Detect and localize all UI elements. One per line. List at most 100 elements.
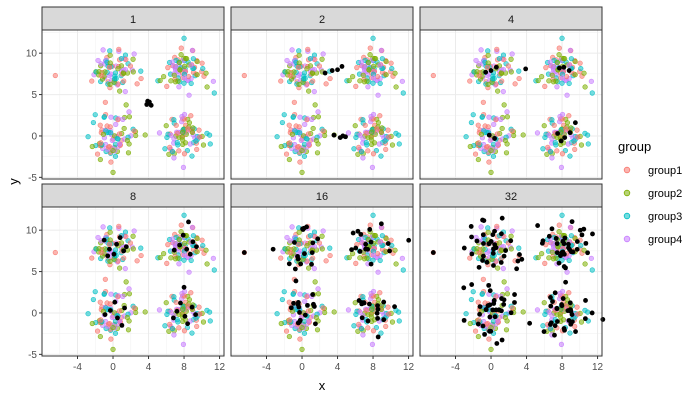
highlight-point (367, 227, 373, 232)
data-point-group2 (368, 306, 375, 312)
data-point-group1 (104, 300, 110, 306)
data-point-group1 (127, 63, 133, 69)
data-point-group2 (544, 151, 550, 157)
data-point-group3 (540, 323, 546, 329)
data-point-group2 (475, 156, 481, 163)
data-point-group3 (479, 114, 485, 120)
data-point-group3 (174, 140, 180, 146)
data-point-group3 (162, 323, 168, 329)
data-point-group2 (203, 70, 209, 76)
data-point-group2 (194, 58, 200, 65)
data-point-group3 (552, 140, 558, 146)
highlight-point (335, 67, 340, 73)
data-point-group1 (323, 81, 329, 87)
facet-panel: 16 -4 0 4 8 12 (230, 183, 415, 373)
facet-label: 8 (130, 191, 136, 203)
highlight-point (105, 253, 111, 259)
highlight-point (385, 241, 391, 246)
data-point-group2 (578, 142, 585, 148)
data-point-group1 (176, 325, 182, 331)
highlight-point (546, 233, 552, 239)
data-point-group2 (572, 58, 578, 65)
data-point-group2 (549, 72, 555, 78)
data-point-group1 (106, 64, 113, 71)
highlight-point (305, 302, 310, 308)
highlight-point (483, 69, 489, 75)
highlight-point (553, 236, 559, 241)
highlight-point (480, 232, 486, 238)
x-tick-label: 4 (335, 362, 341, 373)
data-point-group2 (508, 69, 514, 75)
data-point-group3 (542, 311, 548, 318)
data-point-group1 (165, 65, 171, 71)
data-point-group2 (203, 247, 209, 253)
data-point-group1 (297, 336, 303, 342)
data-point-group4 (494, 318, 501, 324)
highlight-point (375, 306, 381, 312)
data-point-group4 (305, 318, 312, 324)
data-point-group2 (96, 69, 102, 75)
data-point-group3 (496, 55, 503, 62)
data-point-group4 (564, 269, 570, 275)
data-point-group2 (130, 69, 136, 75)
data-point-group3 (279, 119, 285, 126)
highlight-point (568, 321, 574, 327)
data-point-group2 (485, 60, 491, 66)
highlight-point (295, 253, 300, 259)
data-point-group3 (311, 52, 318, 58)
data-point-group4 (399, 255, 405, 261)
data-point-group3 (378, 330, 384, 336)
data-point-group1 (115, 117, 121, 123)
data-point-group3 (400, 90, 406, 96)
data-point-group4 (180, 164, 187, 170)
facet-label: 2 (319, 14, 325, 26)
data-point-group2 (289, 131, 296, 137)
x-tick-label: 12 (214, 362, 226, 373)
data-point-group3 (567, 330, 573, 336)
data-point-group4 (368, 113, 374, 120)
highlight-point (498, 260, 504, 265)
data-point-group1 (164, 260, 170, 266)
y-axis-title: y (6, 178, 21, 185)
data-point-group2 (383, 72, 389, 78)
highlight-point (182, 313, 188, 319)
data-point-group1 (377, 113, 383, 119)
data-point-group1 (363, 307, 369, 313)
data-point-group2 (503, 327, 510, 333)
data-point-group2 (291, 246, 297, 252)
data-point-group4 (478, 224, 484, 230)
highlight-point (469, 234, 474, 240)
highlight-point (566, 241, 571, 247)
data-point-group1 (287, 249, 293, 256)
data-point-group2 (296, 60, 302, 66)
highlight-point (378, 221, 384, 227)
data-point-group3 (85, 311, 91, 317)
data-point-group4 (478, 47, 484, 53)
highlight-point (491, 298, 497, 303)
data-point-group2 (373, 233, 379, 239)
highlight-point (569, 219, 575, 225)
data-point-group2 (313, 314, 319, 321)
legend-key-group3 (623, 212, 631, 220)
data-point-group2 (485, 229, 491, 235)
data-point-group1 (106, 241, 113, 248)
data-point-group2 (313, 137, 319, 144)
data-point-group3 (490, 76, 496, 82)
data-point-group4 (287, 238, 293, 244)
data-point-group3 (281, 112, 287, 118)
data-point-group3 (490, 153, 497, 159)
data-point-group2 (535, 254, 541, 261)
highlight-point (501, 297, 507, 303)
data-point-group3 (138, 68, 144, 74)
highlight-point (514, 266, 520, 272)
data-point-group2 (474, 69, 480, 75)
data-point-group3 (207, 318, 213, 324)
data-point-group4 (210, 78, 216, 84)
data-point-group2 (176, 59, 183, 66)
data-point-group2 (365, 59, 372, 66)
y-tick-label: 0 (31, 131, 37, 142)
x-tick-label: 0 (299, 362, 305, 373)
highlight-point (560, 296, 566, 301)
data-point-group3 (181, 35, 187, 41)
data-point-group2 (371, 140, 378, 146)
